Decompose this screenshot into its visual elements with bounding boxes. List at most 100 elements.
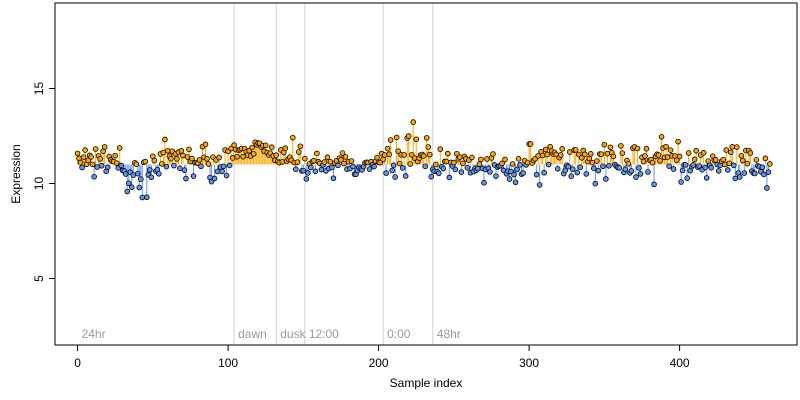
point-373: [636, 165, 642, 171]
point-238: [432, 161, 439, 168]
point-251: [452, 166, 459, 173]
point-42: [137, 176, 144, 182]
point-166: [324, 154, 331, 161]
point-132: [273, 152, 280, 158]
period-label-5: 48hr: [437, 327, 461, 341]
point-106: [234, 153, 240, 160]
point-153: [305, 170, 311, 176]
point-204: [381, 152, 388, 158]
point-182: [348, 158, 355, 164]
point-205: [383, 170, 389, 176]
point-432: [724, 167, 731, 173]
point-221: [407, 161, 413, 167]
point-69: [178, 148, 185, 154]
y-tick-label-2: 15: [32, 82, 46, 96]
point-169: [329, 164, 335, 171]
point-430: [721, 161, 728, 168]
point-36: [128, 184, 135, 191]
point-93: [214, 168, 221, 175]
point-26: [113, 160, 120, 166]
point-356: [610, 153, 617, 160]
point-262: [469, 154, 475, 161]
x-tick-label-3: 300: [519, 356, 539, 370]
point-37: [130, 172, 137, 178]
point-170: [330, 175, 337, 182]
data-points: [74, 119, 773, 201]
point-9: [88, 154, 94, 160]
point-51: [151, 157, 158, 164]
point-445: [744, 160, 751, 167]
point-146: [294, 159, 301, 165]
point-60: [165, 147, 171, 154]
point-12: [92, 146, 99, 152]
point-456: [761, 171, 767, 178]
point-442: [740, 157, 746, 164]
point-392: [664, 154, 671, 160]
point-62: [168, 155, 174, 162]
point-459: [765, 169, 772, 175]
point-150: [300, 167, 307, 174]
point-309: [539, 152, 546, 159]
point-394: [667, 147, 674, 153]
point-274: [487, 169, 493, 175]
point-157: [311, 157, 317, 164]
point-399: [675, 138, 681, 145]
point-366: [625, 160, 632, 167]
point-282: [499, 160, 505, 167]
point-231: [422, 163, 429, 170]
point-29: [118, 162, 125, 169]
point-396: [670, 166, 677, 172]
point-233: [425, 144, 432, 150]
point-341: [588, 151, 594, 157]
point-40: [134, 170, 141, 177]
point-7: [85, 157, 91, 164]
point-247: [446, 174, 453, 181]
point-371: [633, 174, 639, 180]
point-319: [554, 166, 561, 172]
point-250: [451, 159, 457, 166]
point-254: [457, 154, 463, 160]
y-tick-label-1: 10: [32, 177, 46, 191]
point-455: [759, 164, 766, 171]
point-272: [484, 156, 490, 162]
point-411: [693, 147, 699, 154]
point-256: [460, 160, 466, 167]
point-413: [696, 163, 702, 169]
point-10: [89, 161, 96, 168]
point-74: [186, 146, 192, 153]
point-173: [335, 162, 341, 169]
point-405: [684, 175, 690, 181]
x-axis: 0 100 200 300 400: [74, 344, 690, 370]
point-164: [321, 159, 328, 165]
point-101: [226, 162, 233, 169]
point-451: [753, 157, 760, 163]
point-334: [577, 164, 584, 171]
point-49: [148, 174, 155, 181]
point-145: [293, 166, 299, 173]
x-tick-label-2: 200: [369, 356, 389, 370]
point-361: [618, 143, 624, 149]
point-343: [591, 165, 597, 172]
point-268: [478, 156, 484, 163]
point-377: [642, 153, 648, 159]
point-110: [240, 153, 246, 160]
point-159: [314, 150, 320, 157]
point-360: [616, 165, 623, 171]
point-216: [399, 165, 406, 171]
point-393: [666, 163, 672, 169]
point-211: [392, 174, 398, 180]
point-243: [440, 165, 447, 172]
point-151: [302, 155, 308, 162]
point-81: [196, 157, 203, 163]
point-25: [112, 152, 119, 159]
period-label-1: dawn: [238, 327, 267, 341]
point-362: [619, 150, 626, 156]
point-59: [163, 163, 170, 170]
point-232: [423, 135, 430, 141]
point-129: [268, 144, 275, 151]
period-lines: [233, 3, 434, 345]
point-278: [493, 173, 499, 179]
point-94: [216, 154, 222, 161]
point-234: [426, 151, 433, 158]
point-212: [393, 134, 400, 141]
